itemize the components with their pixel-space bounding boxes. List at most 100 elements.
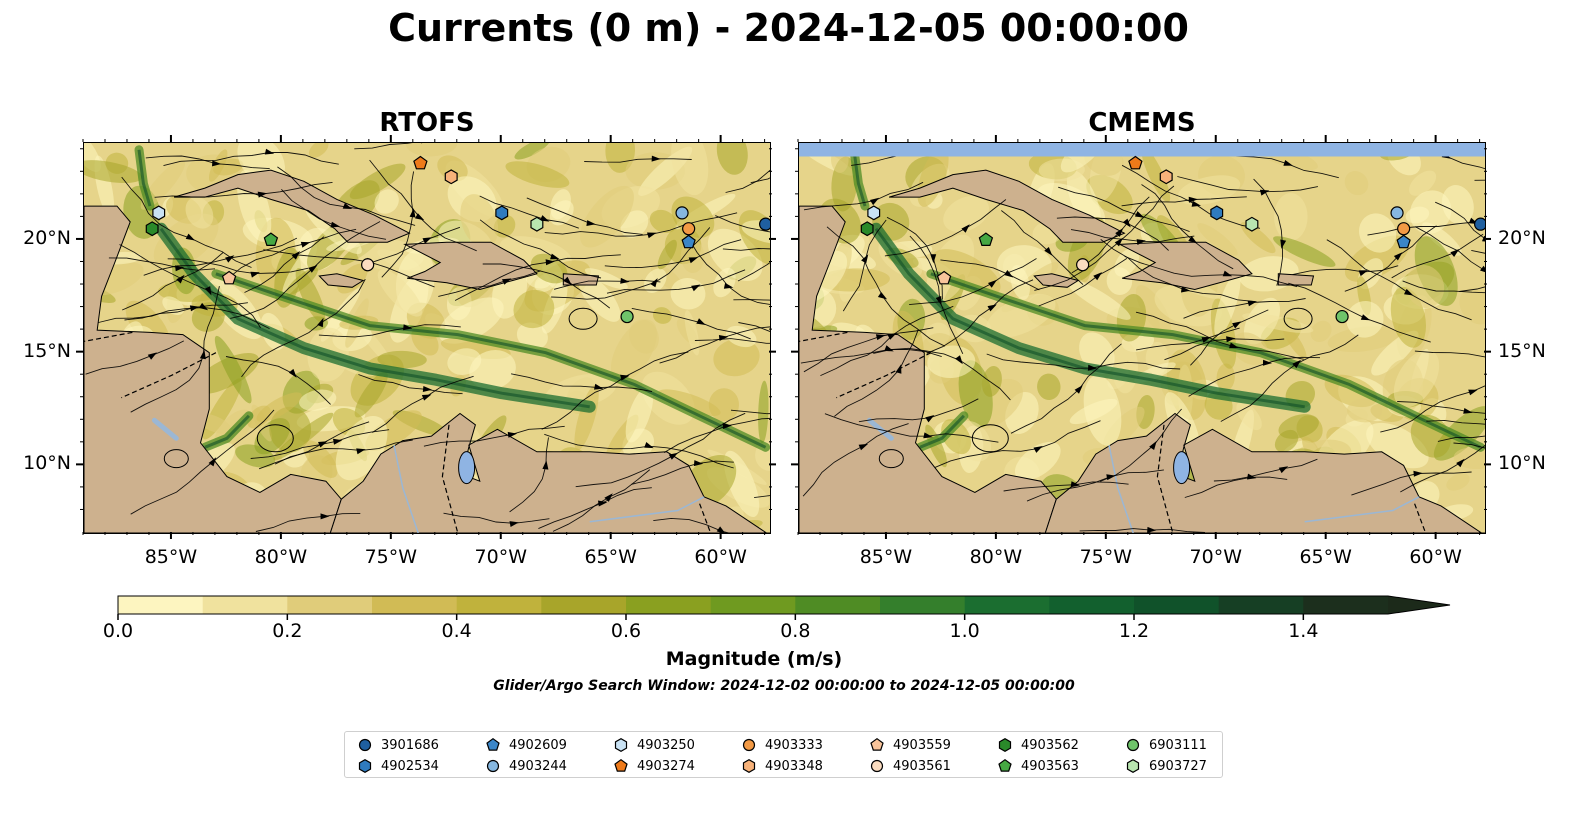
lon-tick-label: 70°W xyxy=(1189,546,1242,568)
float-marker-4903333 xyxy=(1397,222,1411,236)
legend-item-4903561: 4903561 xyxy=(869,756,951,776)
float-marker-4903561 xyxy=(1076,258,1090,272)
float-marker-4903244 xyxy=(1390,206,1404,220)
lat-tick-label: 10°N xyxy=(1498,452,1546,475)
legend-label: 4903562 xyxy=(1021,737,1079,753)
lon-tick-label: 85°W xyxy=(859,546,913,568)
pentagon-marker-icon xyxy=(486,737,500,751)
hexagon-marker-icon xyxy=(614,738,628,752)
float-marker-4903559 xyxy=(221,270,237,285)
legend-item-4903274: 4903274 xyxy=(613,756,695,776)
float-marker-4902534 xyxy=(495,205,509,221)
legend-label: 6903727 xyxy=(1149,758,1207,774)
colorbar-segment xyxy=(1303,596,1389,614)
colorbar-segment xyxy=(710,596,796,614)
circle-marker-icon xyxy=(1126,738,1140,752)
colorbar-segment xyxy=(118,596,204,614)
float-marker-4903274 xyxy=(413,155,428,170)
legend-label: 4903348 xyxy=(765,758,823,774)
legend-item-6903727: 6903727 xyxy=(1125,756,1207,776)
legend-label: 4903250 xyxy=(637,737,695,753)
streamlines xyxy=(85,143,770,533)
float-marker-6903111 xyxy=(620,309,634,324)
hexagon-marker-icon xyxy=(1126,759,1140,773)
legend-item-4902609: 4902609 xyxy=(485,735,567,755)
colorbar-segment xyxy=(1049,596,1135,614)
land-jamaica xyxy=(1033,273,1080,288)
legend-label: 4903333 xyxy=(765,737,823,753)
float-marker-4903244 xyxy=(675,206,689,220)
float-marker-4903348 xyxy=(444,169,458,185)
land-hispaniola xyxy=(403,241,538,291)
colorbar-segment xyxy=(1218,596,1304,614)
colorbar-extend-arrow xyxy=(1388,596,1450,614)
lon-tick-label: 60°W xyxy=(694,546,747,568)
hexagon-marker-icon xyxy=(998,738,1012,752)
pentagon-marker-icon xyxy=(870,737,884,751)
colorbar-segment xyxy=(964,596,1050,614)
colorbar-segment xyxy=(202,596,288,614)
colorbar-tick-label: 1.2 xyxy=(1118,620,1150,642)
colorbar-segment xyxy=(287,596,373,614)
legend-item-4903562: 4903562 xyxy=(997,735,1079,755)
map-panel-cmems[interactable] xyxy=(798,142,1486,534)
legend-label: 4903561 xyxy=(893,758,951,774)
pentagon-marker-icon xyxy=(998,758,1012,772)
float-marker-3901686 xyxy=(1474,217,1485,231)
float-marker-4903561 xyxy=(361,258,375,272)
float-marker-4903559 xyxy=(936,270,952,285)
search-window-text: Glider/Argo Search Window: 2024-12-02 00… xyxy=(493,678,1075,694)
lat-tick-label: 15°N xyxy=(23,339,71,362)
float-marker-4903562 xyxy=(145,221,159,237)
axis-ticks-rtofs xyxy=(76,135,776,539)
panel-title-rtofs: RTOFS xyxy=(379,108,475,138)
float-marker-6903111 xyxy=(1335,309,1349,324)
float-marker-4903563 xyxy=(978,232,994,247)
map-panel-rtofs[interactable] xyxy=(83,142,771,534)
colorbar xyxy=(117,595,1451,620)
land-southamerica xyxy=(329,412,770,533)
legend: 3901686 4902534 4902609 4903244 4903250 49032… xyxy=(344,731,1223,778)
lon-tick-label: 70°W xyxy=(474,546,527,568)
lat-tick-label: 10°N xyxy=(23,452,71,475)
circle-marker-icon xyxy=(358,738,372,752)
lat-tick-label: 20°N xyxy=(23,226,71,249)
float-marker-4902534 xyxy=(1210,205,1224,221)
land-jamaica xyxy=(318,273,365,288)
circle-marker-icon xyxy=(870,759,884,773)
colorbar-segment xyxy=(372,596,458,614)
colorbar-segment xyxy=(541,596,627,614)
land xyxy=(84,169,770,533)
float-marker-4903250 xyxy=(867,205,881,221)
colorbar-tick-label: 0.0 xyxy=(102,620,134,642)
float-marker-6903727 xyxy=(530,216,544,232)
lon-tick-label: 80°W xyxy=(969,546,1023,568)
legend-label: 4903274 xyxy=(637,758,695,774)
colorbar-tick-label: 0.2 xyxy=(272,620,303,642)
float-marker-4903563 xyxy=(263,232,279,247)
float-marker-6903727 xyxy=(1245,216,1259,232)
hexagon-marker-icon xyxy=(358,759,372,773)
pentagon-marker-icon xyxy=(614,758,628,772)
legend-item-4903250: 4903250 xyxy=(613,735,695,755)
nodata-band xyxy=(799,143,1485,157)
land-puertorico xyxy=(562,273,600,286)
lat-tick-label: 20°N xyxy=(1498,226,1546,249)
colorbar-tick-label: 0.4 xyxy=(441,620,472,642)
colorbar-tick-label: 0.8 xyxy=(780,620,811,642)
legend-label: 3901686 xyxy=(381,737,439,753)
legend-label: 4903563 xyxy=(1021,758,1079,774)
circle-marker-icon xyxy=(486,759,500,773)
colorbar-segment xyxy=(1134,596,1220,614)
lat-tick-label: 15°N xyxy=(1498,339,1546,362)
legend-item-4903348: 4903348 xyxy=(741,756,823,776)
axis-ticks-cmems xyxy=(791,135,1491,539)
legend-item-4902534: 4902534 xyxy=(357,756,439,776)
colorbar-label: Magnitude (m/s) xyxy=(665,648,843,670)
colorbar-segment xyxy=(626,596,712,614)
lon-tick-label: 60°W xyxy=(1409,546,1462,568)
lon-tick-label: 80°W xyxy=(254,546,308,568)
legend-item-4903559: 4903559 xyxy=(869,735,951,755)
lon-tick-label: 85°W xyxy=(144,546,198,568)
legend-label: 4903244 xyxy=(509,758,567,774)
